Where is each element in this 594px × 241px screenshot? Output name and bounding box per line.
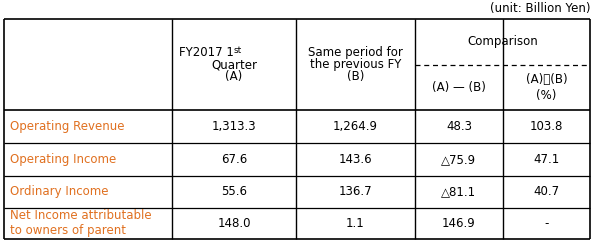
Text: 146.9: 146.9 <box>442 217 476 230</box>
Text: Comparison: Comparison <box>467 35 538 48</box>
Text: (A) — (B): (A) — (B) <box>432 81 486 94</box>
Text: Quarter: Quarter <box>211 58 257 71</box>
Text: Ordinary Income: Ordinary Income <box>10 185 109 198</box>
Text: 136.7: 136.7 <box>339 185 372 198</box>
Text: (%): (%) <box>536 89 557 102</box>
Text: 40.7: 40.7 <box>533 185 560 198</box>
Text: Same period for: Same period for <box>308 46 403 59</box>
Text: 143.6: 143.6 <box>339 153 372 166</box>
Text: 1,264.9: 1,264.9 <box>333 120 378 133</box>
Text: Operating Revenue: Operating Revenue <box>10 120 125 133</box>
Text: (A)／(B): (A)／(B) <box>526 73 567 86</box>
Text: 67.6: 67.6 <box>221 153 247 166</box>
Text: 148.0: 148.0 <box>217 217 251 230</box>
Text: Operating Income: Operating Income <box>10 153 116 166</box>
Text: △81.1: △81.1 <box>441 185 476 198</box>
Text: (unit: Billion Yen): (unit: Billion Yen) <box>489 2 590 15</box>
Text: the previous FY: the previous FY <box>310 58 401 71</box>
Text: Net Income attributable
to owners of parent: Net Income attributable to owners of par… <box>10 209 151 237</box>
Text: 55.6: 55.6 <box>221 185 247 198</box>
Text: -: - <box>544 217 549 230</box>
Text: FY2017 1: FY2017 1 <box>179 46 234 59</box>
Text: (B): (B) <box>347 70 364 83</box>
Text: 103.8: 103.8 <box>530 120 563 133</box>
Text: 1.1: 1.1 <box>346 217 365 230</box>
Text: 1,313.3: 1,313.3 <box>211 120 257 133</box>
Text: 47.1: 47.1 <box>533 153 560 166</box>
Text: st: st <box>234 46 242 55</box>
Text: 48.3: 48.3 <box>446 120 472 133</box>
Text: (A): (A) <box>225 70 242 83</box>
Text: △75.9: △75.9 <box>441 153 476 166</box>
